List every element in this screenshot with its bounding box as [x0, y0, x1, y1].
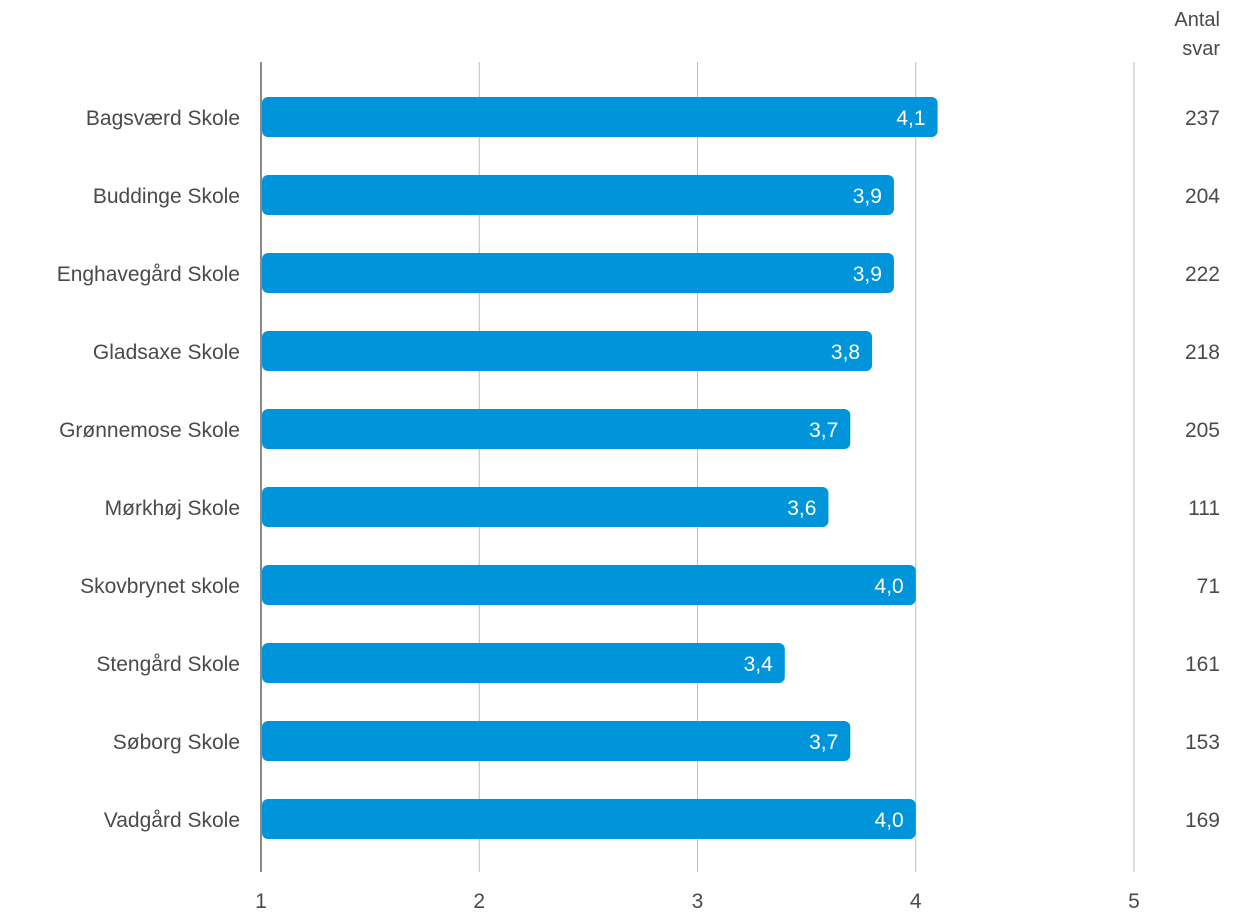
response-count: 153	[1185, 731, 1220, 754]
bar-value-label: 3,9	[853, 263, 882, 286]
category-label: Grønnemose Skole	[59, 419, 240, 442]
counts-header-line-2: svar	[1182, 38, 1220, 60]
bar-value-label: 4,1	[896, 107, 925, 130]
category-label: Vadgård Skole	[104, 809, 240, 832]
bar	[262, 175, 894, 215]
response-count: 111	[1188, 497, 1220, 520]
bar-value-label: 3,7	[809, 731, 838, 754]
bar	[262, 253, 894, 293]
response-count: 222	[1185, 263, 1220, 286]
x-tick-label: 4	[910, 890, 922, 912]
bar	[262, 487, 829, 527]
response-count: 204	[1185, 185, 1220, 208]
bars: 4,1 3,9 3,9 3,8 3,7 3,6 4,0 3,4 3,7 4,0	[262, 97, 938, 839]
response-count: 218	[1185, 341, 1220, 364]
bar	[262, 409, 851, 449]
bar	[262, 331, 873, 371]
response-count: 169	[1185, 809, 1220, 832]
bar	[262, 565, 916, 605]
bar-value-label: 4,0	[875, 575, 904, 598]
bar-value-label: 3,4	[744, 653, 774, 676]
response-count: 161	[1185, 653, 1220, 676]
category-label: Buddinge Skole	[93, 185, 240, 208]
bar-value-label: 3,6	[787, 497, 816, 520]
category-label: Gladsaxe Skole	[93, 341, 240, 364]
bar-value-label: 3,8	[831, 341, 860, 364]
category-label: Skovbrynet skole	[80, 575, 240, 598]
bar-value-label: 4,0	[875, 809, 904, 832]
x-tick-label: 5	[1128, 890, 1140, 912]
response-count: 71	[1197, 575, 1220, 598]
response-counts: Antal svar 237 204 222 218 205 111 71 161 153 169	[1174, 9, 1220, 832]
response-count: 237	[1185, 107, 1220, 130]
category-label: Mørkhøj Skole	[105, 497, 240, 520]
x-tick-labels: 1 2 3 4 5	[255, 890, 1140, 912]
x-tick-label: 1	[255, 890, 267, 912]
category-label: Søborg Skole	[113, 731, 240, 754]
x-tick-label: 3	[692, 890, 704, 912]
counts-header-line-1: Antal	[1174, 9, 1220, 31]
bar	[262, 799, 916, 839]
bar-value-label: 3,7	[809, 419, 838, 442]
bar	[262, 97, 938, 137]
category-label: Bagsværd Skole	[86, 107, 240, 130]
bar-value-label: 3,9	[853, 185, 882, 208]
category-label: Enghavegård Skole	[57, 263, 240, 286]
x-tick-label: 2	[473, 890, 485, 912]
category-labels: Bagsværd Skole Buddinge Skole Enghavegård …	[57, 107, 240, 832]
category-label: Stengård Skole	[96, 653, 240, 676]
response-count: 205	[1185, 419, 1220, 442]
bar	[262, 721, 851, 761]
bar	[262, 643, 785, 683]
